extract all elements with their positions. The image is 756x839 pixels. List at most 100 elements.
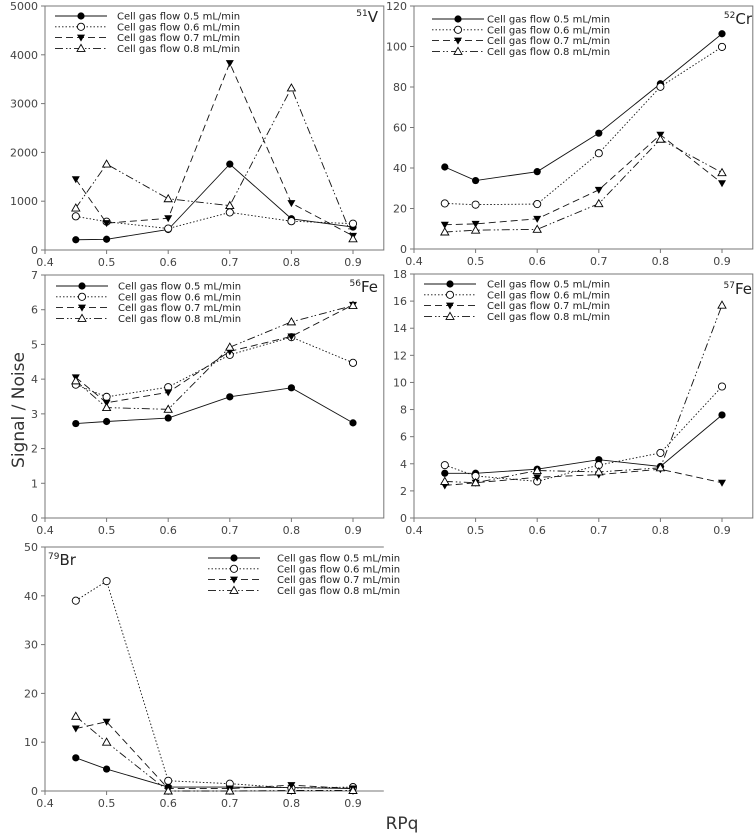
marker-open-circle xyxy=(445,290,455,299)
panel-52cr: 0 20 40 60 80 100 120 0.4 0.5 0.6 0.7 0.8 0.9 Cell ga… xyxy=(386,0,754,268)
marker-open-up-triangle xyxy=(286,83,297,92)
isotope-element: Fe xyxy=(361,278,378,296)
isotope-mass: 57 xyxy=(724,281,735,291)
x-tick-label: 0.6 xyxy=(159,797,177,810)
legend-label: Cell gas flow 0.8 mL/min xyxy=(487,312,610,323)
marker-filled-circle xyxy=(72,754,80,762)
marker-open-circle xyxy=(471,200,480,209)
series-1 xyxy=(72,384,357,428)
marker-open-up-triangle xyxy=(348,300,358,309)
marker-filled-circle xyxy=(441,163,449,171)
marker-open-up-triangle xyxy=(101,402,112,412)
series-1 xyxy=(441,30,726,185)
marker-open-circle xyxy=(225,208,234,217)
y-tick-label: 2 xyxy=(400,485,407,498)
x-tick-label: 0.5 xyxy=(467,255,485,268)
y-tick-label: 3000 xyxy=(10,98,38,111)
marker-open-circle xyxy=(229,564,239,573)
marker-open-up-triangle xyxy=(101,159,112,168)
y-tick-label: 8 xyxy=(400,404,407,417)
marker-filled-circle xyxy=(78,282,86,290)
marker-open-up-triangle xyxy=(440,227,450,236)
marker-open-up-triangle xyxy=(71,375,81,385)
marker-open-up-triangle xyxy=(440,476,450,485)
legend-label: Cell gas flow 0.7 mL/min xyxy=(118,303,241,314)
x-tick-label: 0.9 xyxy=(344,524,362,537)
legend-label: Cell gas flow 0.5 mL/min xyxy=(117,12,240,23)
marker-open-up-triangle xyxy=(225,786,235,795)
marker-open-circle xyxy=(348,219,358,228)
marker-filled-circle xyxy=(230,554,238,562)
marker-open-up-triangle xyxy=(445,311,455,320)
series-line xyxy=(444,305,723,484)
series-line xyxy=(444,468,723,486)
marker-open-circle xyxy=(717,42,727,51)
marker-filled-circle xyxy=(103,235,111,243)
series-line xyxy=(75,721,354,790)
series-4 xyxy=(440,300,727,487)
legend-label: Cell gas flow 0.8 mL/min xyxy=(117,44,240,55)
x-tick-label: 0.7 xyxy=(221,256,239,269)
y-tick-label: 16 xyxy=(393,295,407,308)
marker-open-up-triangle xyxy=(594,198,604,208)
marker-open-up-triangle xyxy=(286,785,297,794)
series-3 xyxy=(71,718,357,793)
y-tick-label: 4 xyxy=(31,373,38,386)
y-tick-label: 3 xyxy=(31,408,38,421)
series-4 xyxy=(71,83,358,243)
marker-open-circle xyxy=(656,448,665,457)
y-tick-label: 5000 xyxy=(10,0,38,13)
y-tick-label: 20 xyxy=(24,687,38,700)
series-line xyxy=(444,386,723,482)
series-4 xyxy=(440,134,727,236)
x-tick-label: 0.4 xyxy=(405,524,423,537)
marker-open-up-triangle xyxy=(470,477,481,487)
x-tick-label: 0.6 xyxy=(528,255,546,268)
marker-filled-down-triangle xyxy=(164,215,173,223)
marker-filled-down-triangle xyxy=(718,180,726,188)
marker-open-circle xyxy=(71,212,80,221)
marker-open-up-triangle xyxy=(71,203,81,212)
legend-label: Cell gas flow 0.5 mL/min xyxy=(277,554,400,565)
legend-label: Cell gas flow 0.7 mL/min xyxy=(117,33,240,44)
x-tick-label: 0.4 xyxy=(36,797,54,810)
y-tick-label: 10 xyxy=(24,736,38,749)
y-tick-label: 4000 xyxy=(10,49,38,62)
legend-label: Cell gas flow 0.8 mL/min xyxy=(277,586,400,597)
legend-label: Cell gas flow 0.5 mL/min xyxy=(487,280,610,291)
series-3 xyxy=(440,466,726,490)
marker-filled-circle xyxy=(77,12,85,20)
marker-filled-down-triangle xyxy=(164,389,173,397)
marker-open-up-triangle xyxy=(286,316,297,326)
y-tick-label: 12 xyxy=(393,349,407,362)
plot-frame xyxy=(44,274,385,519)
x-tick-label: 0.7 xyxy=(221,524,239,537)
y-tick-label: 0 xyxy=(400,243,407,256)
series-1 xyxy=(441,411,726,477)
marker-open-up-triangle xyxy=(163,404,173,413)
series-2 xyxy=(440,382,727,486)
marker-filled-circle xyxy=(72,236,80,244)
marker-open-circle xyxy=(453,25,463,34)
series-line xyxy=(75,757,354,790)
legend-label: Cell gas flow 0.6 mL/min xyxy=(277,564,400,575)
marker-filled-circle xyxy=(533,168,541,176)
x-tick-label: 0.8 xyxy=(283,797,301,810)
marker-open-up-triangle xyxy=(594,467,604,476)
y-tick-label: 120 xyxy=(386,0,407,13)
marker-open-circle xyxy=(440,461,449,470)
isotope-label: 52Cr xyxy=(724,10,753,28)
series-line xyxy=(75,211,354,229)
legend-label: Cell gas flow 0.6 mL/min xyxy=(117,22,240,33)
marker-filled-down-triangle xyxy=(471,220,480,228)
marker-filled-circle xyxy=(287,384,295,392)
marker-filled-down-triangle xyxy=(287,200,296,208)
marker-filled-circle xyxy=(226,393,234,401)
marker-open-up-triangle xyxy=(229,585,239,594)
x-tick-label: 0.7 xyxy=(221,797,239,810)
marker-open-up-triangle xyxy=(225,342,235,351)
x-tick-label: 0.4 xyxy=(405,255,423,268)
y-tick-label: 40 xyxy=(24,590,38,603)
